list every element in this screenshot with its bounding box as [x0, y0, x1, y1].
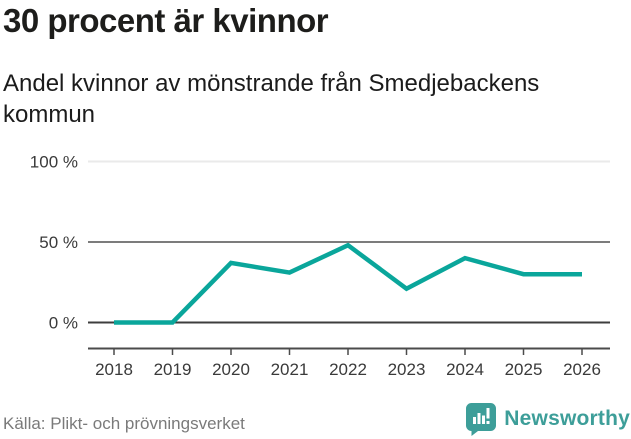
y-tick-label: 0 % — [49, 314, 78, 333]
x-tick-label: 2024 — [446, 360, 484, 379]
newsworthy-logo: Newsworthy — [466, 402, 630, 436]
x-tick-label: 2018 — [95, 360, 133, 379]
line-chart: 100 % 50 % 0 % 2018 2019 2020 2021 2022 … — [30, 153, 610, 379]
page-title: 30 procent är kvinnor — [3, 2, 329, 39]
x-tick-label: 2019 — [154, 360, 192, 379]
source-label: Källa: Plikt- och prövningsverket — [3, 414, 245, 433]
x-tick-label: 2021 — [271, 360, 309, 379]
trend-line — [114, 242, 582, 325]
y-tick-label: 100 % — [30, 153, 78, 172]
x-tick-label: 2022 — [329, 360, 367, 379]
y-tick-label: 50 % — [39, 233, 78, 252]
x-tick-label: 2023 — [388, 360, 426, 379]
newsworthy-wordmark: Newsworthy — [504, 407, 630, 430]
x-tick-label: 2020 — [212, 360, 250, 379]
x-tick-label: 2025 — [505, 360, 543, 379]
chart-subtitle: Andel kvinnor av mönstrande från Smedjeb… — [3, 70, 540, 128]
x-tick-label: 2026 — [563, 360, 601, 379]
newsworthy-bar-chart-speech-bubble-icon — [466, 403, 497, 436]
